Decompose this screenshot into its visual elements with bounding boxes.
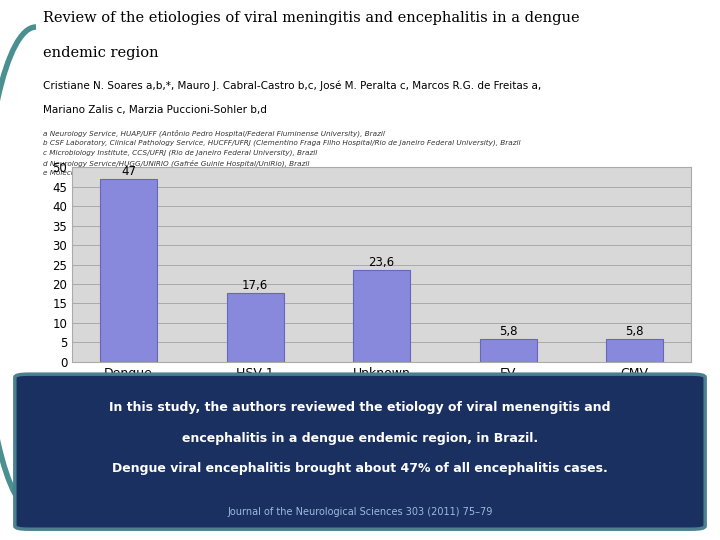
Text: 5,8: 5,8 bbox=[499, 325, 518, 338]
Text: endemic region: endemic region bbox=[43, 46, 159, 60]
Text: Mariano Zalis c, Marzia Puccioni-Sohler b,d: Mariano Zalis c, Marzia Puccioni-Sohler … bbox=[43, 105, 267, 115]
Text: In this study, the authors reviewed the etiology of viral menengitis and: In this study, the authors reviewed the … bbox=[109, 401, 611, 414]
Text: 47: 47 bbox=[121, 165, 136, 178]
Bar bbox=[227, 293, 284, 362]
FancyBboxPatch shape bbox=[15, 374, 705, 529]
Text: 17,6: 17,6 bbox=[242, 279, 269, 292]
Text: e Molecular Biology Laboratory, Clinical Pathology Service, HUCFF/UFRJ (Clementi: e Molecular Biology Laboratory, Clinical… bbox=[43, 170, 571, 177]
Text: Cristiane N. Soares a,b,*, Mauro J. Cabral-Castro b,c, José M. Peralta c, Marcos: Cristiane N. Soares a,b,*, Mauro J. Cabr… bbox=[43, 80, 541, 91]
Bar bbox=[606, 339, 663, 362]
Bar bbox=[353, 270, 410, 362]
Bar bbox=[480, 339, 536, 362]
Text: c Microbiology Institute, CCS/UFRJ (Rio de Janeiro Federal University), Brazil: c Microbiology Institute, CCS/UFRJ (Rio … bbox=[43, 150, 318, 156]
Text: Dengue viral encephalitis brought about 47% of all encephalitis cases.: Dengue viral encephalitis brought about … bbox=[112, 462, 608, 475]
Text: Review of the etiologies of viral meningitis and encephalitis in a dengue: Review of the etiologies of viral mening… bbox=[43, 11, 580, 25]
Text: 23,6: 23,6 bbox=[369, 256, 395, 269]
Text: b CSF Laboratory, Clinical Pathology Service, HUCFF/UFRJ (Clementino Fraga Filho: b CSF Laboratory, Clinical Pathology Ser… bbox=[43, 139, 521, 146]
Text: encephalitis in a dengue endemic region, in Brazil.: encephalitis in a dengue endemic region,… bbox=[182, 432, 538, 445]
Text: 5,8: 5,8 bbox=[626, 325, 644, 338]
Text: d Neurology Service/HUGG/UNIRIO (Gafrée Guinle Hospital/UniRio), Brazil: d Neurology Service/HUGG/UNIRIO (Gafrée … bbox=[43, 160, 310, 167]
Bar bbox=[100, 179, 157, 362]
Text: a Neurology Service, HUAP/UFF (Antônio Pedro Hospital/Federal Fluminense Univers: a Neurology Service, HUAP/UFF (Antônio P… bbox=[43, 129, 385, 137]
Text: Journal of the Neurological Sciences 303 (2011) 75–79: Journal of the Neurological Sciences 303… bbox=[228, 507, 492, 517]
